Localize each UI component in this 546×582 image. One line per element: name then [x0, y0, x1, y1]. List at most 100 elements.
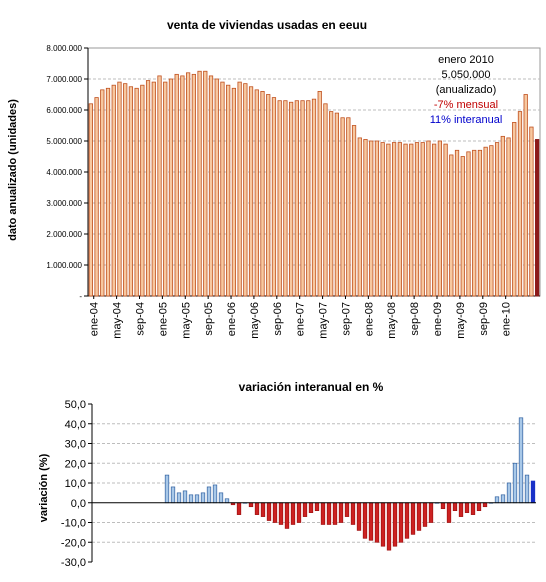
chart2-axes: [91, 404, 536, 562]
chart2-bar: [422, 502, 428, 527]
chart1-bar: [351, 125, 357, 297]
chart1-x-tick-label: ene-08: [363, 302, 375, 336]
chart2-bar: [428, 502, 434, 523]
chart2-y-axis-label: variación (%): [38, 453, 50, 522]
chart1-annotation-line: (anualizado): [436, 84, 497, 96]
chart2-y-tick-label: 20,0: [65, 458, 86, 470]
chart1-bar: [426, 140, 431, 297]
chart1-bar: [237, 81, 242, 297]
chart2-bar: [170, 486, 176, 504]
chart1-y-tick-label: 5.000.000: [46, 137, 82, 146]
chart2-y-tick-label: 40,0: [65, 419, 86, 431]
chart1-bar: [300, 100, 305, 297]
chart1-y-tick-label: 2.000.000: [46, 230, 82, 239]
chart1-bar: [437, 140, 442, 297]
chart1-bar: [340, 117, 345, 297]
chart1-bar: [409, 143, 414, 297]
chart1-bar: [380, 142, 385, 297]
chart1-bar: [231, 87, 237, 297]
chart1-bar: [151, 81, 156, 297]
chart1-bar: [157, 75, 162, 297]
chart1-bar: [317, 91, 322, 297]
chart1-bar: [432, 143, 437, 297]
chart1-x-tick-label: sep-04: [134, 302, 146, 336]
chart2-bar: [512, 462, 518, 504]
chart2-bar: [200, 492, 206, 504]
chart1-x-tick-label: may-07: [318, 302, 330, 339]
chart1-bar: [174, 73, 179, 297]
chart2-bar: [164, 474, 170, 504]
chart1-bar: [346, 117, 351, 297]
chart2-bar: [464, 502, 470, 513]
chart2-bar: [218, 492, 224, 504]
chart2-bar: [308, 502, 314, 513]
chart1-bar: [420, 142, 425, 297]
chart1-bar: [397, 142, 402, 297]
chart2-bar: [482, 502, 488, 508]
chart2-bar: [392, 502, 398, 547]
chart2-bar: [278, 502, 284, 525]
chart1-y-tick-label: 3.000.000: [46, 199, 82, 208]
chart2-y-tick-label: 30,0: [65, 439, 86, 451]
chart1-bar: [500, 135, 505, 297]
chart1-bar: [535, 139, 540, 297]
chart2-bar: [236, 502, 242, 515]
chart1-bar: [460, 156, 465, 297]
chart1-bar: [94, 97, 99, 297]
chart2-bar: [356, 502, 362, 531]
chart1-bar: [512, 122, 517, 297]
chart1-bar: [180, 75, 185, 297]
chart2-bar: [320, 502, 326, 525]
chart2-bar: [374, 502, 380, 543]
chart2-bar: [530, 480, 536, 504]
chart2-y-tick-label: -30,0: [61, 557, 86, 569]
chart2-bar: [446, 502, 452, 523]
chart1-bar: [329, 111, 334, 297]
chart2-bar: [518, 417, 524, 504]
chart1-bar: [128, 86, 134, 297]
chart1-bar: [449, 154, 454, 297]
chart1-x-tick-label: sep-08: [409, 302, 421, 336]
chart1-x-tick-label: ene-04: [89, 302, 101, 336]
chart1-x-tick-label: sep-09: [478, 302, 490, 336]
chart2-bar: [302, 502, 308, 517]
chart2-bar: [386, 502, 392, 551]
chart1-bar: [506, 137, 511, 297]
chart2-bar: [398, 502, 404, 543]
chart2-bar: [296, 502, 302, 523]
chart1-annotation: enero 2010 5.050.000 (anualizado) -7% mensu…: [430, 54, 503, 126]
chart1-bar: [386, 143, 391, 297]
chart1-title: venta de viviendas usadas en eeuu: [167, 18, 367, 32]
chart1-bar: [277, 100, 282, 297]
chart1-bar: [454, 149, 460, 297]
chart1-bar: [197, 70, 202, 297]
chart1-bar: [466, 151, 471, 297]
chart1-y-tick-label: 1.000.000: [46, 261, 82, 270]
chart2-bar: [248, 502, 254, 508]
chart1-bar: [288, 101, 294, 297]
chart1-bar: [214, 78, 219, 297]
chart1-bar: [369, 140, 374, 297]
chart1-bar: [363, 139, 368, 297]
chart1-bar: [489, 145, 494, 297]
chart2-bar: [416, 502, 422, 531]
chart1-x-tick-label: sep-06: [272, 302, 284, 336]
chart1-x-tick-label: may-05: [180, 302, 192, 339]
chart1-bars: [88, 70, 540, 297]
chart2-bar: [524, 474, 530, 504]
chart1-bar: [254, 89, 259, 297]
chart2-bar: [380, 502, 386, 547]
chart1-bar: [163, 81, 168, 297]
chart1-y-tick-label: 4.000.000: [46, 168, 82, 177]
chart2-bar: [350, 502, 356, 525]
chart1-bar: [208, 75, 214, 297]
chart1-bar: [243, 83, 248, 297]
chart1-y-axis-label: dato anualizado (unidades): [7, 99, 19, 241]
chart1-bar: [168, 78, 174, 297]
chart2-bar: [314, 502, 320, 512]
chart1-bar: [414, 142, 420, 297]
chart1-bar: [186, 72, 191, 297]
chart1-bar: [523, 94, 528, 297]
chart1-annotation-line: 11% interanual: [430, 114, 503, 126]
chart1-x-tick-label: ene-05: [157, 302, 169, 336]
